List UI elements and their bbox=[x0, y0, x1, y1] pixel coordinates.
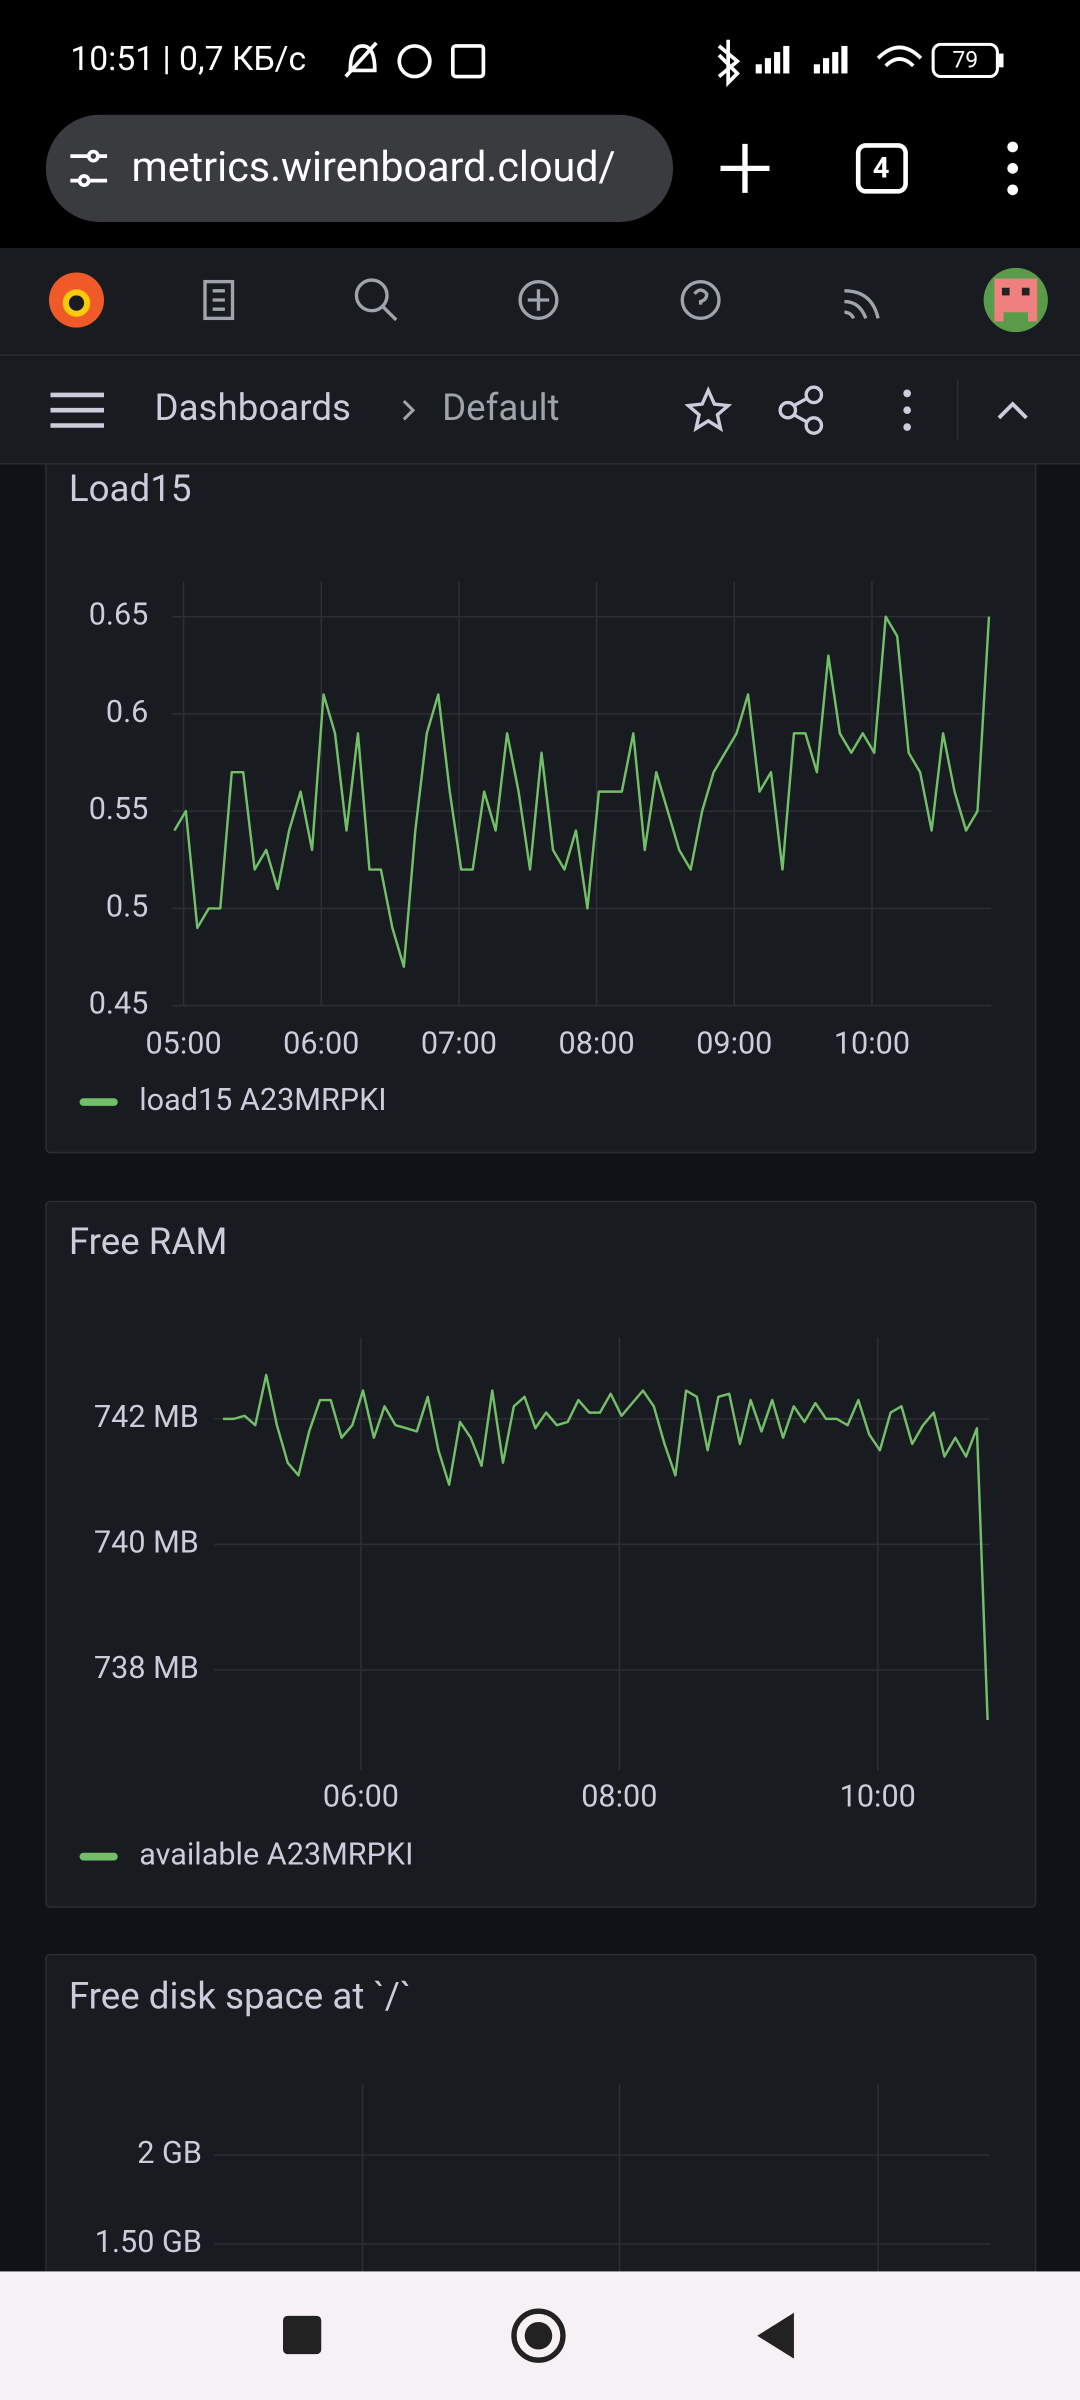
legend-swatch bbox=[79, 1098, 118, 1106]
recents-button[interactable] bbox=[283, 2315, 322, 2355]
grid bbox=[361, 2084, 879, 2277]
x-tick-label: 06:00 bbox=[283, 1026, 359, 1061]
y-tick-label: 0.6 bbox=[106, 695, 148, 730]
battery-tip bbox=[998, 53, 1004, 68]
legend-label: available A23MRPKI bbox=[139, 1838, 413, 1873]
grafana-logo[interactable] bbox=[48, 272, 105, 328]
y-tick-label: 0.45 bbox=[89, 987, 149, 1022]
battery bbox=[931, 42, 999, 79]
breadcrumb-parent[interactable]: Dashboards bbox=[155, 386, 351, 429]
y-tick-label: 0.55 bbox=[89, 792, 149, 827]
star-button[interactable] bbox=[684, 386, 733, 433]
panel bbox=[45, 1200, 1037, 1908]
series-line bbox=[223, 1373, 989, 1721]
url-bar[interactable] bbox=[45, 114, 674, 222]
collapse-button[interactable] bbox=[997, 401, 1028, 420]
x-tick-label: 08:00 bbox=[559, 1026, 635, 1061]
site-settings-icon[interactable] bbox=[70, 149, 108, 188]
x-tick-label: 06:00 bbox=[323, 1780, 399, 1815]
tab-count[interactable]: 4 bbox=[873, 152, 890, 186]
status-time: 10:51 | 0,7 КБ/с bbox=[70, 40, 306, 79]
x-tick-label: 10:00 bbox=[834, 1026, 910, 1061]
panel-title: Free disk space at `/` bbox=[69, 1975, 411, 2018]
series-line bbox=[173, 615, 991, 968]
battery-level: 79 bbox=[952, 46, 978, 73]
x-tick-label: 07:00 bbox=[421, 1026, 497, 1061]
breadcrumb-separator bbox=[402, 399, 416, 421]
x-tick-label: 05:00 bbox=[145, 1026, 221, 1061]
url[interactable]: metrics.wirenboard.cloud/ bbox=[132, 144, 616, 192]
nav-icons[interactable] bbox=[203, 278, 880, 322]
x-tick-label: 09:00 bbox=[696, 1026, 772, 1061]
more-button[interactable] bbox=[903, 389, 911, 431]
y-tick-label: 738 MB bbox=[94, 1651, 199, 1686]
legend-swatch bbox=[79, 1852, 118, 1861]
avatar[interactable] bbox=[983, 267, 1048, 333]
panel-title: Free RAM bbox=[69, 1220, 228, 1263]
tabs-button[interactable] bbox=[855, 143, 908, 194]
x-tick-label: 08:00 bbox=[581, 1780, 657, 1815]
y-tick-label: 2 GB bbox=[137, 2136, 202, 2171]
home-button[interactable] bbox=[511, 2308, 566, 2363]
y-tick-label: 740 MB bbox=[94, 1525, 199, 1560]
breadcrumb-bar bbox=[0, 356, 1080, 464]
y-tick-label: 742 MB bbox=[94, 1400, 199, 1435]
plot: 0.65 0.6 0.55 0.5 0.45 05:00 06:00 07:00 08:00 09… bbox=[89, 581, 992, 1061]
menu-button[interactable] bbox=[50, 392, 105, 428]
breadcrumb-current: Default bbox=[442, 386, 559, 429]
plot: 742 MB 740 MB 738 MB 06:00 08:00 10:00 bbox=[94, 1337, 990, 1815]
y-tick-label: 1.50 GB bbox=[95, 2225, 202, 2260]
signal bbox=[755, 45, 848, 74]
back-button[interactable] bbox=[757, 2312, 794, 2359]
new-tab[interactable] bbox=[720, 143, 770, 193]
plot: 2 GB 1.50 GB bbox=[95, 2136, 990, 2260]
status-icons bbox=[344, 39, 923, 88]
legend-label: load15 A23MRPKI bbox=[139, 1083, 386, 1118]
browser-menu[interactable] bbox=[1007, 141, 1019, 196]
panel-title: Load15 bbox=[69, 467, 192, 510]
share-button[interactable] bbox=[778, 385, 824, 435]
x-tick-label: 10:00 bbox=[840, 1780, 916, 1815]
y-tick-label: 0.5 bbox=[106, 889, 148, 924]
y-tick-label: 0.65 bbox=[89, 598, 149, 633]
